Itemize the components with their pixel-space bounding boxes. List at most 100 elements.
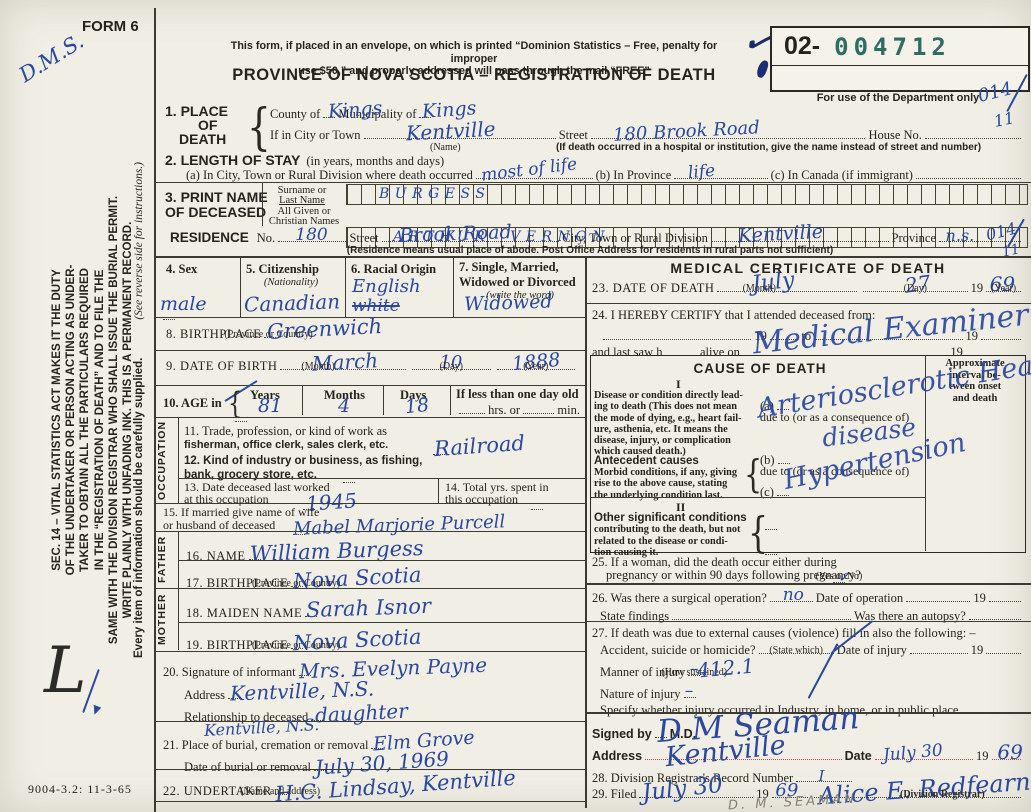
date-dots: July 30 (874, 741, 974, 766)
s17-line: 17. BIRTHPLACE Nova Scotia (Province or … (186, 563, 580, 594)
s5-label: 5. Citizenship (Nationality) (246, 262, 336, 288)
s3-label: 3. PRINT NAME OF DECEASED (165, 190, 268, 220)
residence-city-label: City, Town or Rural Division (562, 231, 708, 246)
margin-arrowhead (90, 704, 102, 717)
address-dots: Kentville (645, 730, 842, 773)
interval-line: Approximate (945, 358, 1005, 369)
lead-line: the mode of dying, e.g., heart fail- (594, 412, 742, 424)
s17-dots: Nova Scotia (Province or Country) (252, 563, 422, 594)
divider (156, 182, 1031, 183)
s2c-label: (c) In Canada (if immigrant) (770, 168, 913, 183)
margin-notice: SEC. 14 – VITAL STATISTICS ACT MAKES IT … (50, 150, 138, 690)
s11-dots: Railroad (433, 431, 526, 462)
age-hrs-label: hrs. or (488, 403, 521, 418)
s20-address-dots: Kentville, N.S. (227, 677, 375, 706)
s23-year-sub: (Year) (991, 283, 1017, 294)
s20-address-label: Address (184, 688, 225, 703)
age-years-label: Years (250, 388, 280, 402)
supply-note-text: Every item of information should be care… (133, 357, 145, 658)
s2-label: 2. LENGTH OF STAY (165, 152, 301, 168)
other-conditions-text: Other significant conditions contributin… (594, 512, 760, 558)
other-line: tion causing it. (594, 546, 659, 558)
cause-lead-text: Disease or condition directly lead- ing … (594, 390, 754, 458)
divider (450, 385, 451, 415)
cause-b: (b) (760, 453, 775, 468)
s27-statewhich-sub: (State which) (769, 645, 823, 656)
s28-line: 28. Division Registrar's Record Number I (592, 767, 892, 786)
s22-dots: H.C. Lindsay, Kentville (Name and addres… (240, 766, 517, 807)
s13-line2: at this occupation (184, 492, 269, 506)
s28-label: 28. Division Registrar's Record Number (592, 771, 794, 786)
given-names-value-handwriting: ARTHUR VERNON (393, 229, 611, 245)
surname-label-line: Last Name (279, 195, 325, 206)
s9-month-dots: March (Month) (280, 349, 407, 376)
s22-line: 22. UNDERTAKER H.C. Lindsay, Kentville (… (163, 766, 580, 807)
s13-dotline: 1945 (300, 489, 430, 516)
s23-day-sub: (Day) (903, 283, 927, 294)
age-days-label: Days (400, 388, 427, 402)
s25-dots: ✓ (Yes or No) (816, 568, 863, 585)
s26-operation-dots: no (769, 585, 813, 606)
divider (156, 317, 585, 318)
divider (178, 560, 585, 561)
operation-answer-handwriting: no (782, 585, 804, 606)
interval-header: Approximate interval be- tween onset and… (928, 358, 1022, 404)
age-years-handwriting: 81 (258, 395, 283, 417)
divider (383, 385, 384, 415)
cause-b-dots (777, 452, 790, 465)
other-dotline1 (762, 515, 1020, 531)
s5-label-sub: (Nationality) (263, 277, 319, 288)
s25-dotline: ✓ (Yes or No) (816, 568, 1020, 585)
age-dotline (232, 407, 448, 423)
s26-y: 19 (973, 591, 986, 606)
spouse-name-handwriting: Mabel Marjorie Purcell (292, 511, 506, 541)
s23-line: 23. DATE OF DEATH July (Month) 27 (Day) … (592, 268, 1024, 298)
s2a-dots: most of life (475, 154, 593, 186)
s26-line2: State findings Was there an autopsy? (600, 608, 1024, 624)
cause-a-line: (a) (760, 398, 920, 414)
racial-origin-value-handwriting: English (352, 276, 421, 297)
s27-line4: Nature of injury – (600, 683, 1024, 702)
s23-month-dots: July (Month) (717, 268, 857, 297)
s20-relationship-dots: daughter (311, 699, 408, 728)
s16-label: 16. NAME (186, 549, 246, 564)
s28-dots: I (796, 767, 852, 786)
lead-line: disease, injury, or complication (594, 435, 731, 447)
s2a-label: (a) In City, Town or Rural Division wher… (186, 168, 473, 183)
divider (302, 385, 303, 415)
divider (587, 303, 1031, 304)
s1-hospital-note: (If death occurred in a hospital or inst… (556, 142, 982, 153)
column-divider (585, 256, 587, 808)
residence-line: RESIDENCE No. 180 Street Brook Road City… (170, 221, 1024, 247)
s15-line: 15. If married give name of wife (163, 505, 320, 519)
mother-strip-label: MOTHER (156, 593, 168, 645)
antecedent-title: Antecedent causes (594, 455, 699, 467)
interval-line: interval be- (949, 369, 1001, 381)
residence-prov-label: Province (891, 231, 936, 246)
s2b-value-handwriting: life (687, 161, 717, 184)
divider (156, 588, 585, 589)
s25-line2: pregnancy or within 90 days following pr… (606, 568, 861, 582)
s29-year-dots: 69 (771, 782, 809, 800)
filed-year-handwriting: 69 (775, 780, 799, 802)
s27-y: 19 (970, 643, 984, 658)
s25-label: 25. If a woman, did the death occur eith… (592, 556, 861, 582)
s3-label-line: 3. PRINT NAME (165, 189, 268, 205)
cause-a-dots (776, 398, 789, 411)
s23-year-dots: 69 (Year) (986, 274, 1022, 294)
s29-label: 29. Filed (592, 787, 637, 802)
s29-y: 19 (756, 787, 769, 802)
s1-county-line: County of Kings Municipality of Kings (270, 97, 970, 123)
cause-c-line: (c) (760, 484, 920, 500)
signed-line: Signed by D M Seaman M.D. (592, 700, 1024, 750)
cause-c-dots (776, 484, 789, 497)
s19-label: 19. BIRTHPLACE (186, 638, 289, 653)
s17-label: 17. BIRTHPLACE (186, 576, 289, 591)
s7-label-line: Widowed or Divorced (459, 275, 576, 289)
s8-line: 8. BIRTHPLACE Greenwich (Province or Cou… (166, 314, 578, 344)
record-number-handwriting: I (818, 767, 825, 786)
other-line: related to the disease or condi- (594, 535, 728, 547)
s22-label: 22. UNDERTAKER (163, 784, 272, 799)
lead-line: ure, asthenia, etc. It means the (594, 423, 728, 435)
divider (925, 355, 926, 551)
